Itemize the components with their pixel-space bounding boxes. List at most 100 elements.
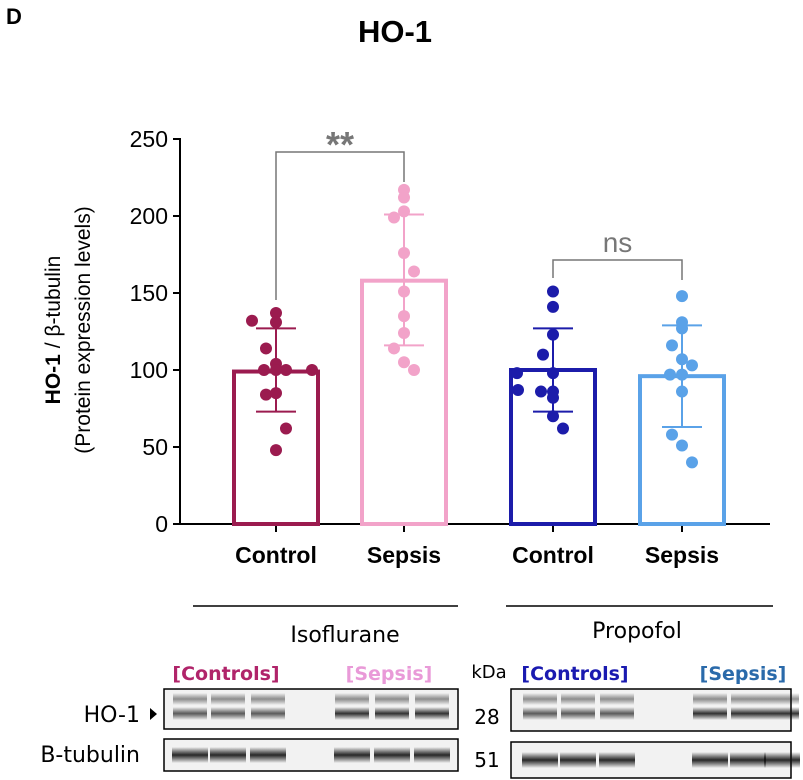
- data-point: [388, 342, 400, 355]
- blot-band-upper: [561, 693, 595, 705]
- data-point: [306, 364, 318, 376]
- blot-band: [600, 707, 634, 720]
- data-point: [547, 300, 559, 313]
- data-point: [408, 364, 420, 376]
- plot-area: 0 50 100 150 200 250 Control Sepsis Control Sepsi…: [130, 124, 770, 568]
- blot-band: [335, 707, 369, 720]
- blot-band-upper: [731, 693, 765, 705]
- y-axis-label: HO-1 / β-tubulin (Protein expression lev…: [42, 206, 95, 453]
- blot-band: [250, 747, 286, 763]
- y-tick-label: 250: [130, 126, 168, 152]
- x-tick-label: Sepsis: [645, 542, 719, 568]
- y-label-line2: (Protein expression levels): [72, 206, 95, 453]
- data-point: [398, 356, 410, 369]
- ho1-row-label: HO-1: [84, 703, 140, 728]
- data-point: [398, 327, 410, 340]
- blot-band-upper: [173, 693, 207, 705]
- blot-band: [414, 747, 450, 763]
- chart-title: HO-1: [358, 14, 432, 49]
- data-point: [666, 339, 678, 352]
- iso-sepsis-label: [Sepsis]: [346, 663, 433, 685]
- data-point: [270, 387, 282, 400]
- blot-band-upper: [375, 693, 409, 705]
- blot-band: [172, 747, 208, 763]
- data-point: [676, 353, 688, 366]
- significance-label: **: [326, 124, 354, 165]
- y-tick-label: 100: [130, 357, 168, 383]
- mw-28: 28: [474, 705, 499, 729]
- prop-controls-label: [Controls]: [521, 663, 628, 685]
- blot-band: [251, 707, 285, 720]
- data-point: [535, 385, 547, 398]
- data-point: [547, 285, 559, 298]
- data-point: [666, 428, 678, 441]
- significance-bracket: [275, 151, 405, 300]
- data-point: [280, 422, 292, 435]
- blot-band: [693, 707, 727, 720]
- data-point: [547, 391, 559, 404]
- x-tick-label: Control: [235, 542, 317, 568]
- data-point: [260, 388, 272, 401]
- data-point: [512, 384, 524, 397]
- y-tick-label: 50: [142, 434, 168, 460]
- blot-band-upper: [211, 693, 245, 705]
- data-point: [557, 422, 569, 435]
- blot-band: [764, 752, 800, 768]
- data-point: [676, 368, 688, 381]
- data-point: [398, 285, 410, 298]
- blot-panels: [163, 688, 800, 779]
- data-point: [388, 211, 400, 224]
- blot-band-upper: [415, 693, 449, 705]
- x-tick-label: Sepsis: [367, 542, 441, 568]
- blot-band-upper: [251, 693, 285, 705]
- data-point: [547, 367, 559, 380]
- panel-label: D: [6, 4, 22, 29]
- data-point: [676, 385, 688, 398]
- data-point: [270, 307, 282, 320]
- significance-bracket: [552, 259, 683, 280]
- prop-sepsis-label: [Sepsis]: [700, 663, 787, 685]
- data-point: [270, 316, 282, 329]
- data-point: [398, 191, 410, 204]
- y-tick-label: 150: [130, 280, 168, 306]
- data-point: [547, 328, 559, 341]
- blot-band-upper: [765, 693, 799, 705]
- blot-band: [375, 707, 409, 720]
- data-point: [260, 342, 272, 355]
- blot-band: [599, 752, 635, 768]
- blot-band: [560, 752, 596, 768]
- data-point: [676, 290, 688, 303]
- data-point: [270, 364, 282, 376]
- data-point: [398, 205, 410, 218]
- data-point: [686, 456, 698, 469]
- data-point: [398, 246, 410, 259]
- western-blot: Isoflurane Propofol [Controls] [Sepsis] …: [40, 605, 800, 779]
- blot-band: [211, 707, 245, 720]
- blot-panel: [163, 738, 459, 772]
- arrowhead-icon: [150, 708, 157, 720]
- significance-label: ns: [603, 227, 633, 258]
- blot-band: [334, 747, 370, 763]
- data-point: [408, 265, 420, 278]
- blot-band-upper: [523, 693, 557, 705]
- data-point: [270, 444, 282, 457]
- blot-band-upper: [600, 693, 634, 705]
- blot-band: [765, 707, 799, 720]
- blot-band: [730, 752, 766, 768]
- blot-band: [173, 707, 207, 720]
- data-point: [676, 322, 688, 335]
- blot-band: [210, 747, 246, 763]
- mw-51: 51: [474, 748, 499, 772]
- kda-label: kDa: [471, 662, 506, 683]
- blot-panel: [163, 688, 459, 730]
- data-point: [537, 348, 549, 361]
- blot-band: [561, 707, 595, 720]
- x-tick-label: Control: [512, 542, 594, 568]
- blot-band: [731, 707, 765, 720]
- data-point: [676, 439, 688, 452]
- data-point: [511, 367, 523, 380]
- propofol-label: Propofol: [592, 619, 682, 644]
- btubulin-row-label: B-tubulin: [40, 743, 140, 768]
- y-tick-label: 0: [155, 511, 168, 537]
- blot-band-upper: [335, 693, 369, 705]
